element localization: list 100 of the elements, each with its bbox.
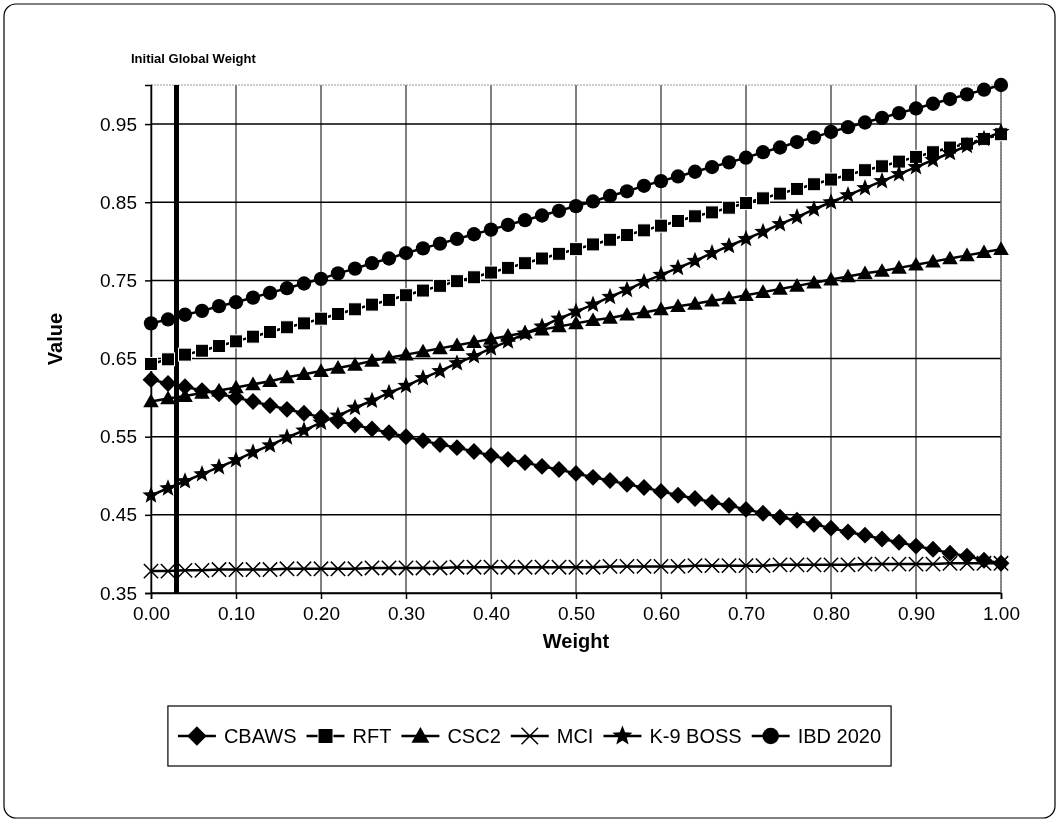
point xyxy=(177,562,193,579)
point xyxy=(160,563,176,580)
point xyxy=(482,447,500,464)
point xyxy=(518,256,532,271)
point xyxy=(585,312,601,327)
point xyxy=(619,558,635,575)
point xyxy=(483,559,499,576)
point xyxy=(671,213,685,228)
y-tick-label: 0.85 xyxy=(100,191,137,213)
point xyxy=(602,188,618,204)
point xyxy=(449,559,465,576)
point xyxy=(686,489,704,507)
point xyxy=(415,560,431,576)
point xyxy=(858,163,872,178)
point xyxy=(756,191,770,206)
point xyxy=(654,218,668,233)
point xyxy=(261,436,279,453)
point xyxy=(296,560,312,577)
point xyxy=(347,356,363,371)
point xyxy=(823,556,839,573)
x-tick-label: 0.10 xyxy=(218,603,255,625)
point xyxy=(584,295,602,312)
legend-label: IBD 2020 xyxy=(797,725,882,747)
point xyxy=(874,556,890,572)
x-axis-title: Weight xyxy=(542,630,610,652)
point xyxy=(567,464,585,482)
point xyxy=(755,284,771,298)
point xyxy=(669,486,687,504)
point xyxy=(823,124,839,140)
point xyxy=(942,250,958,265)
point xyxy=(670,169,686,184)
point xyxy=(279,281,295,296)
point xyxy=(652,265,670,283)
point xyxy=(738,150,754,165)
point xyxy=(365,297,379,312)
point xyxy=(806,130,822,145)
y-axis-title: Value xyxy=(44,312,66,366)
point xyxy=(262,561,278,578)
point xyxy=(908,556,924,572)
point xyxy=(295,421,313,438)
point xyxy=(788,207,806,225)
point xyxy=(568,198,584,214)
point xyxy=(807,177,821,192)
point xyxy=(466,559,482,576)
point xyxy=(670,558,686,575)
point xyxy=(262,373,278,388)
point xyxy=(431,436,449,453)
point xyxy=(890,165,908,182)
point xyxy=(976,555,992,572)
point xyxy=(959,87,975,102)
point xyxy=(789,556,805,573)
point xyxy=(466,334,482,348)
point xyxy=(347,261,363,276)
point xyxy=(925,253,941,268)
point xyxy=(839,186,857,203)
point xyxy=(380,383,398,401)
x-tick-label: 0.90 xyxy=(898,603,935,625)
point xyxy=(210,458,228,475)
point xyxy=(688,209,702,224)
point xyxy=(754,222,772,240)
point xyxy=(313,363,329,377)
point xyxy=(398,245,414,261)
point xyxy=(432,560,448,576)
point xyxy=(364,560,380,576)
point xyxy=(619,184,635,199)
point xyxy=(516,454,534,471)
point xyxy=(568,559,584,576)
point xyxy=(161,352,175,367)
point xyxy=(466,227,482,242)
point xyxy=(280,320,294,335)
point xyxy=(552,246,566,261)
point xyxy=(721,155,737,170)
point xyxy=(449,231,465,247)
point xyxy=(925,96,941,111)
legend-label: K-9 BOSS xyxy=(649,725,742,747)
point xyxy=(601,287,619,305)
point xyxy=(891,105,907,121)
point xyxy=(619,306,635,321)
point xyxy=(704,292,720,307)
point xyxy=(535,251,549,266)
point xyxy=(397,428,415,446)
x-tick-label: 0.50 xyxy=(558,603,595,625)
y-tick-label: 0.35 xyxy=(100,582,137,604)
point xyxy=(484,265,498,280)
point xyxy=(363,420,381,438)
point xyxy=(618,475,636,493)
point xyxy=(244,393,262,410)
point xyxy=(144,357,158,372)
point xyxy=(160,390,176,405)
point xyxy=(398,560,414,576)
point xyxy=(840,556,856,573)
point xyxy=(976,82,992,97)
point xyxy=(465,443,483,460)
point xyxy=(330,266,346,281)
point xyxy=(263,324,277,339)
point xyxy=(924,540,942,558)
point xyxy=(517,559,533,576)
legend-label: CSC2 xyxy=(447,725,501,747)
point xyxy=(720,497,738,514)
point xyxy=(618,280,636,298)
